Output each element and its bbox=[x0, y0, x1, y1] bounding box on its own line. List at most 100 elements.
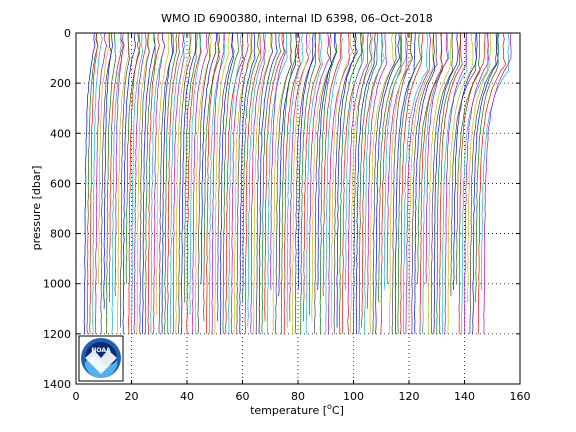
profile-line bbox=[291, 32, 311, 334]
profile-line bbox=[89, 32, 99, 334]
profile-line bbox=[330, 32, 354, 328]
profile-line bbox=[300, 33, 317, 334]
profile-line bbox=[347, 32, 369, 334]
profile-line bbox=[175, 32, 192, 334]
profile-line bbox=[111, 32, 123, 334]
profile-line bbox=[389, 32, 412, 334]
axis-ticks bbox=[75, 32, 521, 385]
profile-line bbox=[467, 32, 492, 303]
profile-line bbox=[441, 32, 468, 334]
profile-line bbox=[158, 32, 174, 334]
profile-line bbox=[255, 32, 273, 334]
logo-text: NOAA bbox=[91, 347, 111, 354]
profile-line bbox=[197, 32, 211, 334]
profile-line bbox=[386, 32, 408, 284]
profile-line bbox=[167, 32, 180, 334]
profile-line bbox=[447, 32, 474, 334]
profile-line bbox=[325, 32, 343, 334]
profile-line bbox=[369, 32, 395, 334]
profile-line bbox=[297, 32, 314, 291]
profile-line bbox=[139, 32, 150, 334]
profile-line bbox=[317, 32, 337, 291]
y-axis-label: pressure [dbar] bbox=[30, 166, 43, 251]
profile-line bbox=[314, 32, 333, 334]
profile-line bbox=[280, 32, 299, 334]
profile-line bbox=[319, 32, 338, 334]
profile-line bbox=[183, 32, 198, 303]
profile-line bbox=[92, 32, 103, 334]
y-tick-label: 200 bbox=[50, 77, 71, 90]
x-tick-label: 80 bbox=[291, 390, 305, 403]
profile-line bbox=[117, 32, 131, 334]
profile-line bbox=[83, 32, 96, 334]
profile-line bbox=[472, 32, 499, 334]
x-axis-label-suffix: C] bbox=[332, 404, 344, 417]
profile-line bbox=[372, 32, 397, 334]
profile-line bbox=[178, 32, 191, 334]
profile-line bbox=[308, 32, 330, 316]
profile-line bbox=[136, 32, 150, 334]
profile-line bbox=[228, 32, 244, 334]
noaa-logo: NOAA bbox=[78, 335, 124, 382]
profile-line bbox=[294, 32, 316, 334]
profile-line bbox=[181, 32, 197, 334]
profile-line bbox=[217, 32, 235, 322]
profile-line bbox=[480, 32, 510, 291]
y-tick-label: 0 bbox=[64, 27, 71, 40]
profile-line bbox=[397, 32, 422, 334]
profile-line bbox=[444, 32, 467, 334]
profile-line bbox=[464, 32, 489, 334]
profile-line bbox=[283, 32, 301, 334]
profile-line bbox=[200, 32, 217, 284]
profile-line bbox=[258, 32, 278, 334]
x-axis-label: temperature [oC] bbox=[250, 402, 344, 417]
profile-line bbox=[105, 32, 117, 334]
profile-line bbox=[142, 33, 156, 334]
profile-line bbox=[144, 32, 156, 334]
profile-line bbox=[367, 32, 387, 309]
y-tick-label: 1400 bbox=[43, 378, 71, 391]
profile-line bbox=[450, 32, 477, 297]
chart-title: WMO ID 6900380, internal ID 6398, 06–Oct… bbox=[161, 12, 433, 25]
profile-line bbox=[172, 32, 185, 334]
profile-line bbox=[375, 32, 400, 334]
x-tick-label: 40 bbox=[180, 390, 194, 403]
profile-line bbox=[242, 32, 260, 303]
profile-line bbox=[244, 32, 262, 334]
profile-line bbox=[469, 32, 497, 334]
profile-line bbox=[264, 32, 285, 322]
y-tick-label: 800 bbox=[50, 228, 71, 241]
profile-line bbox=[239, 32, 256, 334]
profile-line bbox=[219, 32, 234, 334]
profile-line bbox=[130, 33, 143, 334]
y-tick-label: 400 bbox=[50, 127, 71, 140]
x-tick-label: 20 bbox=[125, 390, 139, 403]
x-tick-label: 120 bbox=[399, 390, 420, 403]
profile-line bbox=[275, 32, 292, 334]
profile-line bbox=[361, 32, 383, 328]
profile-line bbox=[272, 32, 292, 334]
profile-line bbox=[433, 32, 459, 334]
profile-line bbox=[147, 32, 160, 334]
profile-line bbox=[419, 32, 443, 334]
series-lines bbox=[83, 32, 512, 334]
profile-line bbox=[411, 32, 438, 334]
profile-line bbox=[402, 32, 428, 334]
profile-line bbox=[156, 32, 170, 316]
profile-line bbox=[303, 32, 321, 322]
y-tick-label: 600 bbox=[50, 177, 71, 190]
profile-line bbox=[336, 32, 358, 328]
profile-line bbox=[438, 32, 463, 334]
profile-line bbox=[114, 32, 125, 297]
profile-line bbox=[458, 32, 486, 334]
profile-line bbox=[194, 32, 212, 334]
profile-line bbox=[364, 32, 385, 334]
profile-line bbox=[461, 32, 489, 334]
x-tick-label: 160 bbox=[510, 390, 531, 403]
profile-line bbox=[191, 32, 208, 334]
profile-line bbox=[425, 32, 449, 284]
profile-line bbox=[353, 32, 373, 334]
profile-line bbox=[339, 32, 363, 334]
profile-line bbox=[186, 32, 201, 334]
